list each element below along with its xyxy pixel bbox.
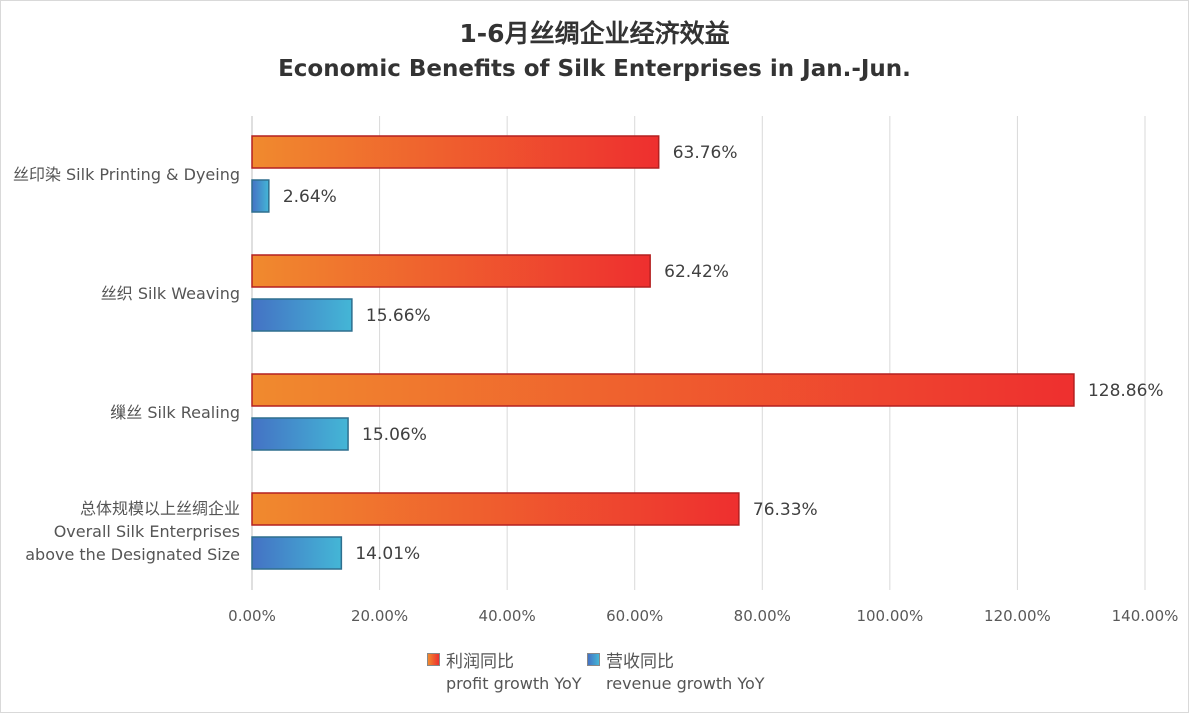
category-label-line: 丝印染 Silk Printing & Dyeing	[12, 164, 240, 184]
revenue-data-label: 15.06%	[362, 425, 427, 445]
legend-label-revenue: 营收同比	[606, 652, 674, 672]
category-label: 丝织 Silk Weaving	[101, 282, 240, 305]
revenue-bar	[251, 298, 353, 332]
category-label-line: 丝织 Silk Weaving	[100, 283, 240, 303]
category-label: 丝印染 Silk Printing & Dyeing	[13, 163, 240, 186]
profit-bar	[251, 254, 651, 288]
revenue-bar	[251, 536, 343, 570]
category-label-line: 总体规模以上丝绸企业	[79, 498, 240, 518]
revenue-bar	[251, 417, 349, 451]
profit-data-label: 63.76%	[673, 143, 738, 163]
legend-swatch-profit	[427, 653, 440, 666]
x-tick-label: 40.00%	[479, 607, 536, 625]
profit-data-label: 76.33%	[753, 500, 818, 520]
legend-label-profit: 利润同比	[446, 652, 514, 672]
chart-title: 1-6月丝绸企业经济效益	[459, 19, 730, 48]
x-tick-label: 20.00%	[351, 607, 408, 625]
x-tick-label: 0.00%	[228, 607, 276, 625]
profit-bar	[251, 373, 1075, 407]
revenue-data-label: 2.64%	[283, 187, 337, 207]
x-tick-label: 60.00%	[606, 607, 663, 625]
profit-data-label: 62.42%	[664, 262, 729, 282]
category-label-line: above the Designated Size	[25, 544, 240, 564]
x-tick-label: 80.00%	[734, 607, 791, 625]
x-tick-label: 100.00%	[856, 607, 923, 625]
chart-subtitle: Economic Benefits of Silk Enterprises in…	[278, 56, 911, 82]
profit-data-label: 128.86%	[1088, 381, 1164, 401]
x-tick-label: 140.00%	[1112, 607, 1179, 625]
legend-item-profit: 利润同比 profit growth YoY	[427, 647, 582, 693]
category-label: 总体规模以上丝绸企业 Overall Silk Enterprises above …	[25, 497, 240, 566]
legend-swatch-revenue	[587, 653, 600, 666]
revenue-data-label: 15.66%	[366, 306, 431, 326]
legend-item-revenue: 营收同比 revenue growth YoY	[587, 647, 765, 693]
legend-sublabel-profit: profit growth YoY	[446, 674, 582, 693]
revenue-data-label: 14.01%	[355, 544, 420, 564]
profit-bar	[251, 135, 660, 169]
category-label-line: Overall Silk Enterprises	[53, 521, 240, 541]
legend-sublabel-revenue: revenue growth YoY	[606, 674, 765, 693]
revenue-bar	[251, 179, 270, 213]
category-label: 缫丝 Silk Realing	[110, 401, 240, 424]
profit-bar	[251, 492, 740, 526]
x-tick-label: 120.00%	[984, 607, 1051, 625]
category-label-line: 缫丝 Silk Realing	[110, 402, 240, 422]
